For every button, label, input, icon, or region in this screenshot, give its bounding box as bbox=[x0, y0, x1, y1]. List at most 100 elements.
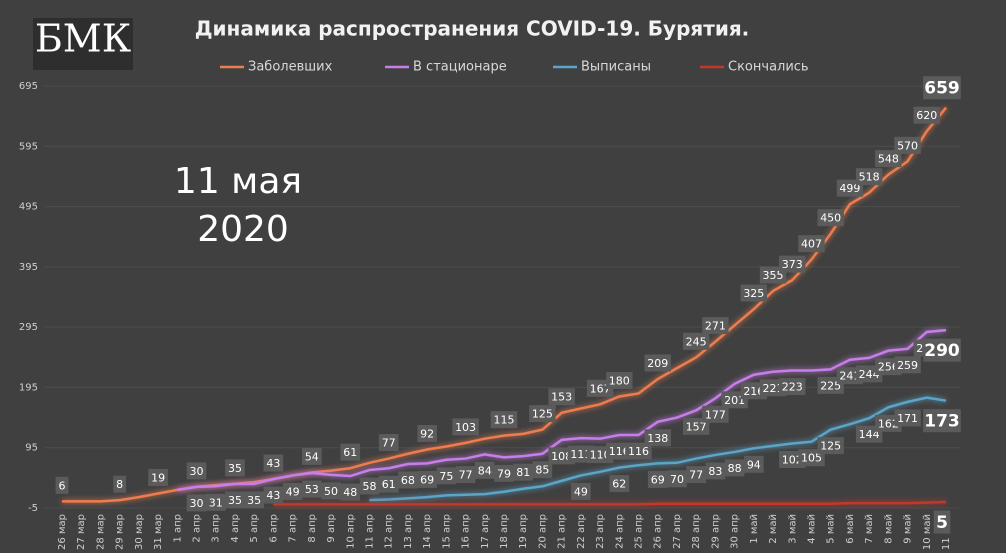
value-label: 6 bbox=[59, 479, 66, 492]
value-label-box bbox=[913, 106, 941, 124]
value-label: 548 bbox=[878, 153, 899, 166]
x-tick-label: 24 апр bbox=[614, 514, 625, 549]
value-label: 81 bbox=[516, 466, 530, 479]
logo-box bbox=[33, 18, 133, 70]
value-label: 68 bbox=[401, 474, 415, 487]
value-label-box bbox=[798, 235, 825, 253]
x-tick-label: 17 апр bbox=[480, 514, 491, 549]
value-label: 125 bbox=[532, 408, 553, 421]
value-label-box bbox=[894, 356, 921, 374]
value-label: 659 bbox=[924, 79, 960, 99]
x-tick-label: 6 апр bbox=[268, 514, 279, 543]
value-label: 48 bbox=[343, 486, 357, 499]
x-tick-label: 30 мар bbox=[134, 514, 145, 550]
value-label-box bbox=[282, 482, 303, 500]
value-label: 499 bbox=[839, 182, 860, 195]
y-tick-label: 695 bbox=[19, 81, 38, 92]
value-label-box bbox=[647, 470, 668, 488]
value-label: 259 bbox=[897, 359, 918, 372]
value-label: 108 bbox=[551, 450, 572, 463]
value-label: 138 bbox=[647, 432, 668, 445]
x-tick-label: 20 апр bbox=[537, 514, 548, 549]
value-label-box bbox=[923, 409, 961, 433]
value-label: 35 bbox=[228, 494, 242, 507]
value-label: 244 bbox=[859, 368, 880, 381]
value-label: 31 bbox=[209, 496, 223, 509]
x-tick-label: 31 мар bbox=[153, 514, 164, 550]
x-tick-label: 7 май bbox=[864, 514, 875, 544]
x-tick-label: 26 мар bbox=[57, 514, 68, 550]
x-tick-label: 13 апр bbox=[403, 514, 414, 549]
value-label-box bbox=[779, 255, 806, 273]
value-label: 70 bbox=[670, 473, 684, 486]
value-label: 77 bbox=[459, 469, 473, 482]
x-tick-label: 3 май bbox=[787, 514, 798, 544]
value-label-box bbox=[548, 388, 575, 406]
value-label: 69 bbox=[651, 473, 665, 486]
value-label: 221 bbox=[763, 382, 784, 395]
value-label: 241 bbox=[839, 370, 860, 383]
value-label-box bbox=[148, 469, 168, 487]
value-label: 225 bbox=[820, 379, 841, 392]
value-label-box bbox=[490, 411, 518, 429]
value-label: 177 bbox=[705, 408, 726, 421]
value-label: 92 bbox=[420, 428, 434, 441]
value-label: 201 bbox=[724, 394, 745, 407]
value-label: 111 bbox=[570, 448, 591, 461]
value-label: 30 bbox=[190, 465, 204, 478]
value-label-box bbox=[933, 510, 951, 534]
value-label: 245 bbox=[686, 335, 707, 348]
value-label-box bbox=[263, 454, 284, 472]
value-label-box bbox=[244, 491, 264, 509]
x-tick-label: 8 май bbox=[883, 514, 894, 544]
value-label: 153 bbox=[551, 391, 572, 404]
value-label-box bbox=[186, 462, 207, 480]
x-tick-label: 21 апр bbox=[557, 514, 568, 549]
value-label-box bbox=[667, 470, 687, 488]
value-label: 35 bbox=[247, 494, 261, 507]
annotation: 11 мая bbox=[174, 161, 302, 202]
value-label: 620 bbox=[916, 109, 937, 122]
value-label: 58 bbox=[362, 480, 376, 493]
x-tick-label: 15 апр bbox=[441, 514, 452, 549]
value-label: 88 bbox=[728, 462, 742, 475]
value-label-box bbox=[609, 475, 630, 493]
value-label-box bbox=[744, 455, 764, 473]
series-line bbox=[369, 396, 947, 502]
y-tick-label: 395 bbox=[19, 262, 38, 273]
value-label-box bbox=[923, 338, 961, 362]
value-label-box bbox=[817, 209, 844, 227]
x-tick-label: 1 апр bbox=[172, 514, 183, 543]
value-label-box bbox=[55, 476, 69, 494]
x-tick-label: 5 апр bbox=[249, 514, 260, 543]
value-label-box bbox=[340, 483, 361, 501]
value-label: 115 bbox=[494, 414, 515, 427]
value-label-box bbox=[378, 434, 399, 452]
value-label-box bbox=[644, 354, 671, 372]
x-tick-label: 3 апр bbox=[211, 514, 222, 543]
value-label-box bbox=[186, 494, 207, 512]
value-label-box bbox=[398, 471, 418, 489]
value-label: 53 bbox=[305, 483, 319, 496]
value-label: 69 bbox=[420, 473, 434, 486]
value-label-box bbox=[875, 150, 902, 168]
x-tick-label: 2 апр bbox=[192, 514, 203, 543]
x-tick-label: 2 май bbox=[768, 514, 779, 544]
value-label-box bbox=[740, 284, 768, 302]
logo: БМК bbox=[35, 17, 131, 61]
value-label: 49 bbox=[286, 485, 300, 498]
x-tick-label: 28 мар bbox=[95, 514, 106, 550]
value-label-box bbox=[302, 480, 322, 498]
x-tick-label: 26 апр bbox=[653, 514, 664, 549]
value-label-box bbox=[474, 461, 495, 479]
value-label-box bbox=[702, 317, 729, 335]
x-tick-label: 9 апр bbox=[326, 514, 337, 543]
value-label-box bbox=[644, 429, 671, 447]
value-label-box bbox=[894, 136, 921, 154]
x-tick-label: 1 май bbox=[749, 514, 760, 544]
value-label: 209 bbox=[647, 357, 668, 370]
value-label: 62 bbox=[612, 478, 626, 491]
value-label: 35 bbox=[228, 462, 242, 475]
legend-label: В стационаре bbox=[413, 60, 507, 75]
